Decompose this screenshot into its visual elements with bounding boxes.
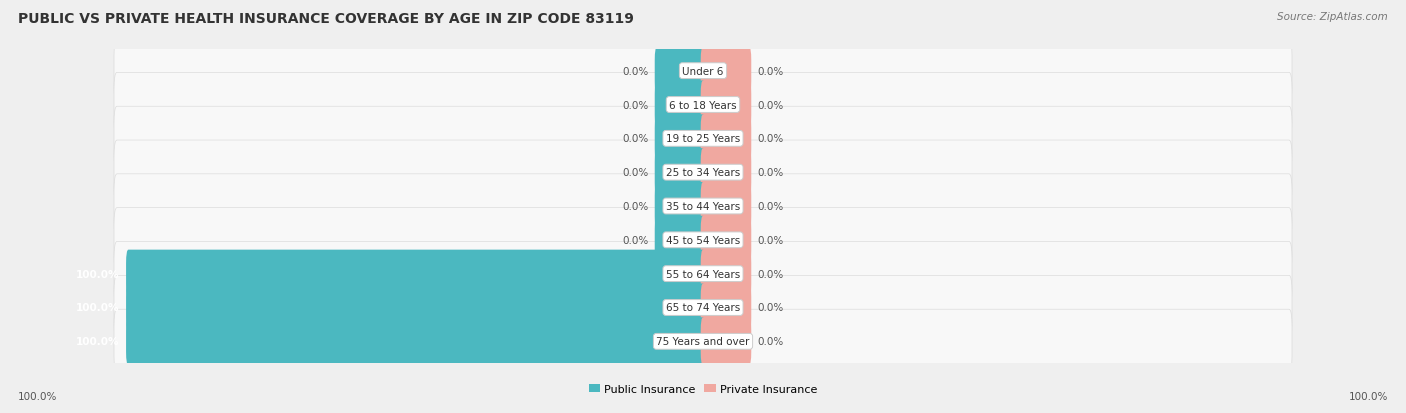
FancyBboxPatch shape <box>114 107 1292 171</box>
FancyBboxPatch shape <box>700 47 751 95</box>
FancyBboxPatch shape <box>127 284 706 332</box>
Text: 100.0%: 100.0% <box>1348 391 1388 401</box>
Text: Source: ZipAtlas.com: Source: ZipAtlas.com <box>1277 12 1388 22</box>
Text: 55 to 64 Years: 55 to 64 Years <box>666 269 740 279</box>
FancyBboxPatch shape <box>114 141 1292 205</box>
Text: 0.0%: 0.0% <box>623 100 648 110</box>
FancyBboxPatch shape <box>114 73 1292 137</box>
FancyBboxPatch shape <box>127 250 706 298</box>
Text: 100.0%: 100.0% <box>18 391 58 401</box>
FancyBboxPatch shape <box>127 318 706 366</box>
FancyBboxPatch shape <box>114 174 1292 239</box>
Text: 65 to 74 Years: 65 to 74 Years <box>666 303 740 313</box>
Text: 100.0%: 100.0% <box>76 269 120 279</box>
Text: 35 to 44 Years: 35 to 44 Years <box>666 202 740 211</box>
FancyBboxPatch shape <box>700 284 751 332</box>
Text: 0.0%: 0.0% <box>758 303 783 313</box>
FancyBboxPatch shape <box>700 149 751 197</box>
Text: 0.0%: 0.0% <box>758 134 783 144</box>
Text: 0.0%: 0.0% <box>758 235 783 245</box>
Text: 0.0%: 0.0% <box>623 235 648 245</box>
FancyBboxPatch shape <box>655 115 706 163</box>
FancyBboxPatch shape <box>700 115 751 163</box>
FancyBboxPatch shape <box>655 183 706 230</box>
Text: 75 Years and over: 75 Years and over <box>657 337 749 347</box>
FancyBboxPatch shape <box>114 276 1292 340</box>
Text: 0.0%: 0.0% <box>758 66 783 76</box>
Text: PUBLIC VS PRIVATE HEALTH INSURANCE COVERAGE BY AGE IN ZIP CODE 83119: PUBLIC VS PRIVATE HEALTH INSURANCE COVER… <box>18 12 634 26</box>
Text: 0.0%: 0.0% <box>758 100 783 110</box>
Text: 45 to 54 Years: 45 to 54 Years <box>666 235 740 245</box>
Text: 0.0%: 0.0% <box>623 134 648 144</box>
FancyBboxPatch shape <box>700 81 751 129</box>
FancyBboxPatch shape <box>700 318 751 366</box>
FancyBboxPatch shape <box>700 183 751 230</box>
Text: 0.0%: 0.0% <box>758 337 783 347</box>
Text: 100.0%: 100.0% <box>76 337 120 347</box>
FancyBboxPatch shape <box>114 208 1292 272</box>
Text: 0.0%: 0.0% <box>623 168 648 178</box>
Text: 25 to 34 Years: 25 to 34 Years <box>666 168 740 178</box>
Text: 0.0%: 0.0% <box>758 202 783 211</box>
FancyBboxPatch shape <box>114 39 1292 104</box>
Text: Under 6: Under 6 <box>682 66 724 76</box>
Text: 19 to 25 Years: 19 to 25 Years <box>666 134 740 144</box>
FancyBboxPatch shape <box>655 47 706 95</box>
Text: 0.0%: 0.0% <box>623 202 648 211</box>
FancyBboxPatch shape <box>700 250 751 298</box>
FancyBboxPatch shape <box>655 81 706 129</box>
FancyBboxPatch shape <box>700 216 751 264</box>
Text: 6 to 18 Years: 6 to 18 Years <box>669 100 737 110</box>
FancyBboxPatch shape <box>114 309 1292 374</box>
Text: 100.0%: 100.0% <box>76 303 120 313</box>
Legend: Public Insurance, Private Insurance: Public Insurance, Private Insurance <box>583 380 823 399</box>
FancyBboxPatch shape <box>655 216 706 264</box>
Text: 0.0%: 0.0% <box>623 66 648 76</box>
FancyBboxPatch shape <box>114 242 1292 306</box>
Text: 0.0%: 0.0% <box>758 269 783 279</box>
Text: 0.0%: 0.0% <box>758 168 783 178</box>
FancyBboxPatch shape <box>655 149 706 197</box>
